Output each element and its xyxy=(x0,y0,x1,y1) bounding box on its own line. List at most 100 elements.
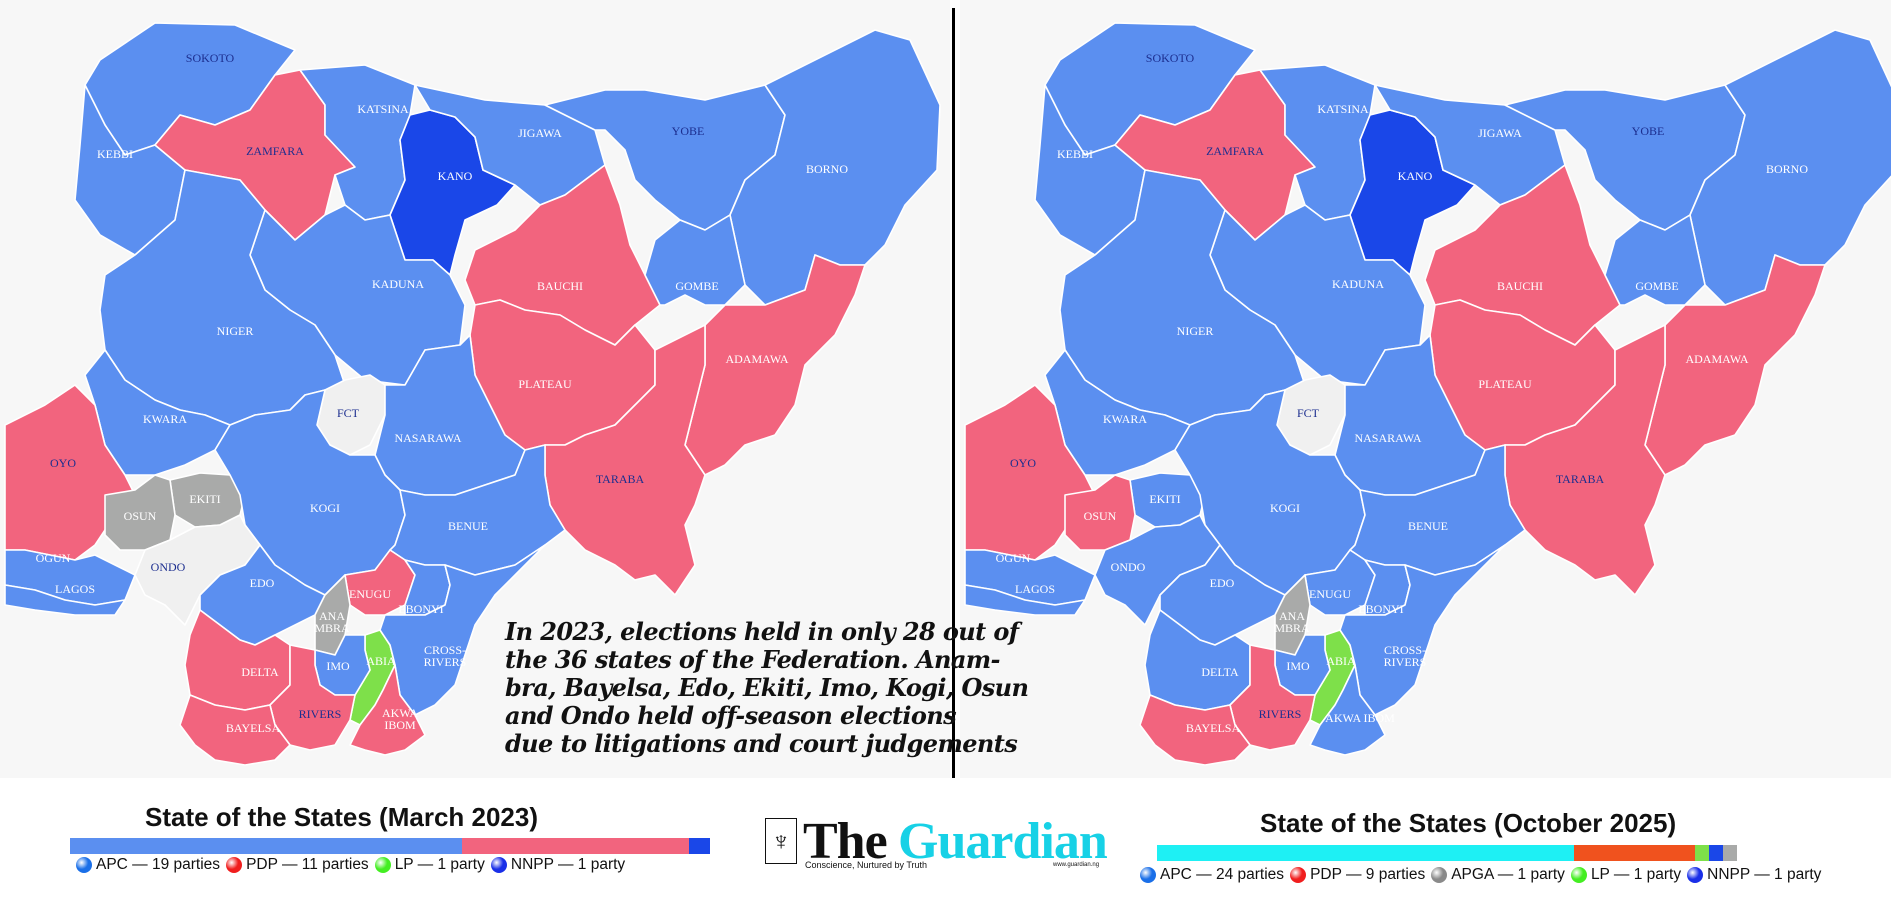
state-label-adamawa: ADAMAWA xyxy=(1685,352,1748,366)
note-line: and Ondo held off-season elections xyxy=(505,701,957,730)
state-label-osun: OSUN xyxy=(124,509,157,523)
legend-dot-icon xyxy=(1140,867,1156,883)
state-label-rivers: RIVERS xyxy=(299,707,342,721)
state-label-nasarawa: NASARAWA xyxy=(1354,431,1421,445)
note-line: due to litigations and court judgements xyxy=(505,729,1018,758)
state-gombe xyxy=(1604,214,1706,306)
legend-dot-icon xyxy=(490,857,507,873)
state-label-kaduna: KADUNA xyxy=(1332,277,1384,291)
legend-item: PDP — 9 parties xyxy=(1290,866,1425,884)
state-label-fct: FCT xyxy=(1297,406,1320,420)
legend-item: LP — 1 party xyxy=(374,856,485,874)
state-bayelsa xyxy=(179,694,291,766)
bar-segment-apga xyxy=(1723,845,1737,861)
summary-2023-title: State of the States (March 2023) xyxy=(145,802,539,832)
state-label-imo: IMO xyxy=(1286,659,1310,673)
legend-item: PDP — 11 parties xyxy=(226,856,369,874)
bar-segment-pdp xyxy=(462,838,690,854)
bar-segment-nnpp xyxy=(1709,845,1724,861)
legend-dot-icon xyxy=(1431,867,1448,883)
state-label-gombe: GOMBE xyxy=(1635,279,1678,293)
state-label-enugu: ENUGU xyxy=(1309,587,1351,601)
note-line: the 36 states of the Federation. Anam- xyxy=(505,645,1001,674)
state-label-kano: KANO xyxy=(1398,169,1433,183)
summary-2025-legend: APC — 24 parties PDP — 9 parties APGA — 1 … xyxy=(1140,866,1827,884)
state-akwa-ibom xyxy=(349,664,426,756)
state-label-yobe: YOBE xyxy=(1632,124,1665,138)
state-label-kwara: KWARA xyxy=(1103,412,1147,426)
state-label-kebbi: KEBBI xyxy=(1057,147,1093,161)
bar-segment-bar_pdp_2025 xyxy=(1573,845,1696,861)
state-label-ogun: OGUN xyxy=(996,551,1031,565)
guardian-logo: ♆ The Guardian Conscience, Nurtured by T… xyxy=(765,813,1108,870)
state-label-sokoto: SOKOTO xyxy=(1146,51,1195,65)
legend-item: APGA — 1 party xyxy=(1431,866,1565,884)
legend-label: PDP — 9 parties xyxy=(1310,866,1426,883)
state-label-jigawa: JIGAWA xyxy=(518,126,562,140)
state-gombe xyxy=(644,214,746,306)
state-label-kogi: KOGI xyxy=(1270,501,1300,515)
state-label-kogi: KOGI xyxy=(310,501,340,515)
logo-the: The xyxy=(803,813,888,870)
state-label-zamfara: ZAMFARA xyxy=(246,144,304,158)
legend-dot-icon xyxy=(76,857,92,873)
state-label-anambra: ANA MBRA xyxy=(1274,609,1310,635)
state-lagos xyxy=(4,584,126,616)
state-label-kaduna: KADUNA xyxy=(372,277,424,291)
state-label-edo: EDO xyxy=(1210,576,1235,590)
legend-label: APC — 19 parties xyxy=(96,856,221,873)
state-label-niger: NIGER xyxy=(1177,324,1214,338)
election-note: In 2023, elections held in only 28 out o… xyxy=(505,617,1029,758)
state-label-borno: BORNO xyxy=(1766,162,1808,176)
state-label-ondo: ONDO xyxy=(151,560,186,574)
legend-label: NNPP — 1 party xyxy=(1707,866,1822,883)
state-label-bauchi: BAUCHI xyxy=(537,279,583,293)
legend-dot-icon xyxy=(374,857,391,873)
state-label-ondo: ONDO xyxy=(1111,560,1146,574)
logo-url: www.guardian.ng xyxy=(1053,862,1100,868)
state-label-cross-rivers: CROSS-RIVERS xyxy=(1384,643,1427,669)
state-label-benue: BENUE xyxy=(1408,519,1448,533)
legend-item: APC — 24 parties xyxy=(1140,866,1284,884)
state-label-cross-rivers: CROSS-RIVERS xyxy=(424,643,467,669)
map-2025-panel: SOKOTO KEBBI ZAMFARA KATSINA KANO JIGAWA YOBE B… xyxy=(960,0,1891,778)
legend-label: APC — 24 parties xyxy=(1160,866,1285,883)
state-label-katsina: KATSINA xyxy=(357,102,409,116)
state-label-abia: ABIA xyxy=(1326,654,1356,668)
state-osun xyxy=(1064,474,1136,551)
bar-segment-apc xyxy=(70,838,463,854)
state-zamfara xyxy=(154,69,356,241)
state-label-plateau: PLATEAU xyxy=(1478,377,1532,391)
map-2023-panel: SOKOTO KEBBI ZAMFARA KATSINA KANO JIGAWA YOBE B… xyxy=(0,0,950,778)
state-osun xyxy=(104,474,176,551)
legend-dot-icon xyxy=(1570,867,1587,883)
legend-dot-icon xyxy=(1290,867,1307,883)
state-bayelsa xyxy=(1139,694,1251,766)
state-label-yobe: YOBE xyxy=(672,124,705,138)
bar-segment-lp xyxy=(1695,845,1710,861)
logo-name: Guardian xyxy=(898,813,1108,870)
legend-item: APC — 19 parties xyxy=(76,856,220,874)
state-akwa-ibom xyxy=(1309,664,1386,756)
state-label-sokoto: SOKOTO xyxy=(186,51,235,65)
legend-label: LP — 1 party xyxy=(394,856,485,873)
legend-label: APGA — 1 party xyxy=(1451,866,1565,883)
state-zamfara xyxy=(1114,69,1316,241)
state-label-ogun: OGUN xyxy=(36,551,71,565)
state-label-edo: EDO xyxy=(250,576,275,590)
note-line: bra, Bayelsa, Edo, Ekiti, Imo, Kogi, Osu… xyxy=(505,673,1029,702)
state-label-benue: BENUE xyxy=(448,519,488,533)
state-label-zamfara: ZAMFARA xyxy=(1206,144,1264,158)
state-label-ekiti: EKITI xyxy=(1149,492,1180,506)
state-label-oyo: OYO xyxy=(50,456,76,470)
note-line: In 2023, elections held in only 28 out o… xyxy=(505,617,1019,646)
state-label-niger: NIGER xyxy=(217,324,254,338)
state-label-fct: FCT xyxy=(337,406,360,420)
state-label-abia: ABIA xyxy=(366,654,396,668)
legend-label: NNPP — 1 party xyxy=(510,856,626,873)
state-label-imo: IMO xyxy=(326,659,350,673)
legend-label: LP — 1 party xyxy=(1590,866,1682,883)
state-label-gombe: GOMBE xyxy=(675,279,718,293)
state-lagos xyxy=(964,584,1086,616)
legend-label: PDP — 11 parties xyxy=(246,856,369,873)
